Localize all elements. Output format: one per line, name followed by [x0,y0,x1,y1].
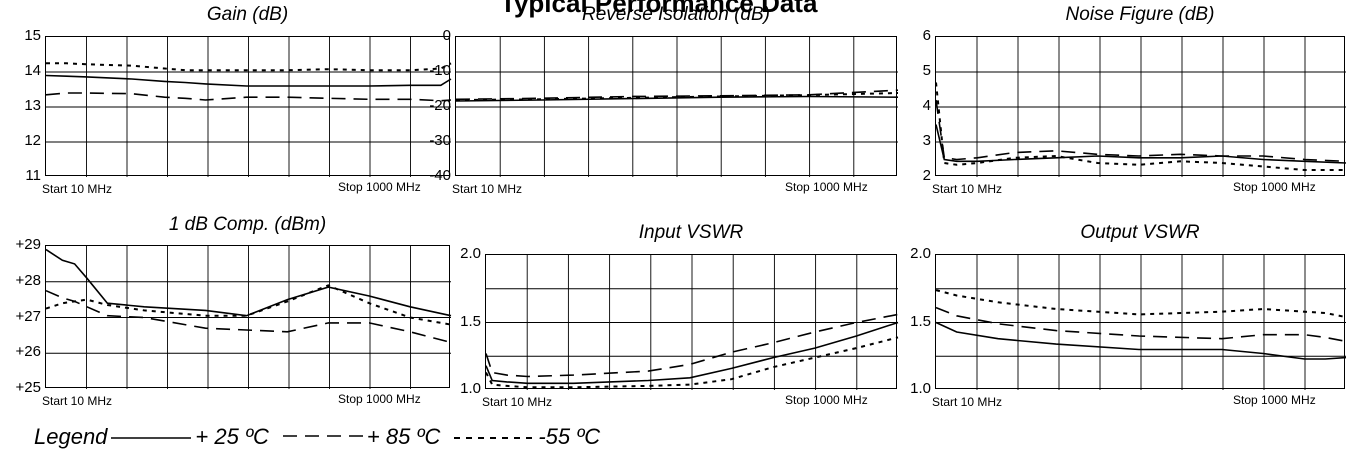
chart-title: Reverse Isolation (dB) [582,4,770,25]
x-stop-label: Stop 1000 MHz [785,393,868,407]
y-tick-label: 4 [922,97,931,114]
chart-plot-area [455,36,899,177]
x-start-label: Start 10 MHz [482,395,553,409]
chart-svg [45,37,452,177]
x-start-label: Start 10 MHz [42,394,113,408]
series-line-long-dash [485,313,899,378]
chart-title: Input VSWR [638,222,744,243]
chart-plot-area [45,245,452,389]
x-stop-label: Stop 1000 MHz [338,392,421,406]
y-tick-label: 15 [24,27,41,44]
chart-plot-area [45,36,452,177]
y-tick-label: -30 [429,132,451,149]
y-tick-label: 14 [24,62,41,79]
series-line-long-dash [455,89,899,101]
y-tick-label: 1.0 [910,380,931,397]
series-line-long-dash [935,99,1347,163]
chart-plot-area [485,254,899,390]
series-line-short-dash [935,82,1346,171]
legend-sample-long-dash [282,435,363,437]
chart-svg [455,37,899,177]
x-start-label: Start 10 MHz [452,182,523,196]
x-start-label: Start 10 MHz [42,182,113,196]
y-tick-label: 0 [442,27,451,44]
chart-title: 1 dB Comp. (dBm) [168,214,327,235]
y-tick-label: 3 [922,132,931,149]
chart-svg [485,255,899,390]
y-tick-label: 11 [25,167,41,184]
series-line-long-dash [45,92,452,102]
legend-entry-minus55c: -55 ºC [538,424,601,449]
y-tick-label: 2.0 [460,245,481,262]
y-tick-label: 1.5 [910,312,931,330]
chart-svg [45,246,452,389]
chart-svg [935,37,1347,177]
series-line-short-dash [455,92,899,101]
legend-entry-25c: + 25 ºC [195,424,269,449]
series-line-solid [935,124,1347,164]
y-tick-label: +28 [15,271,41,289]
y-tick-label: 1.0 [460,380,481,397]
legend-entry-85c: + 85 ºC [366,424,441,449]
chart-title: Gain (dB) [206,4,289,25]
y-tick-label: 1.5 [460,312,481,330]
series-line-long-dash [935,306,1347,343]
series-line-solid [935,321,1347,360]
y-tick-label: -20 [429,97,451,114]
legend-sample-short-dash [454,437,535,439]
y-tick-label: +27 [15,307,41,325]
series-line-solid [45,248,452,317]
x-stop-label: Stop 1000 MHz [1233,393,1316,407]
y-tick-label: -40 [429,167,451,184]
legend-label: Legend [34,424,108,449]
series-line-short-dash [46,62,452,72]
chart-title: Output VSWR [1080,222,1200,243]
chart-title: Noise Figure (dB) [1065,4,1215,25]
series-line-short-dash [485,336,899,389]
x-stop-label: Stop 1000 MHz [1233,180,1316,194]
y-tick-label: +29 [15,236,41,253]
legend: Legend + 25 ºC + 85 ºC -55 ºC [34,424,610,450]
series-line-solid [45,74,452,87]
y-tick-label: 2 [922,167,931,184]
y-tick-label: 6 [922,27,931,44]
y-tick-label: +25 [15,379,41,396]
y-tick-label: -10 [429,62,451,79]
chart-svg [935,255,1347,390]
x-stop-label: Stop 1000 MHz [338,180,421,194]
y-tick-label: 13 [24,97,41,114]
chart-plot-area [935,36,1347,177]
y-tick-label: 2.0 [910,245,931,262]
y-tick-label: 12 [24,132,41,149]
x-start-label: Start 10 MHz [932,395,1003,409]
page-heading: Typical Performance Data [500,0,818,18]
series-line-solid [485,321,899,385]
y-tick-label: +26 [15,343,41,361]
chart-plot-area [935,254,1347,390]
legend-sample-solid [111,437,192,439]
x-stop-label: Stop 1000 MHz [785,180,868,194]
series-line-short-dash [45,284,452,326]
y-tick-label: 5 [922,62,931,79]
series-line-short-dash [935,289,1347,319]
x-start-label: Start 10 MHz [932,182,1003,196]
